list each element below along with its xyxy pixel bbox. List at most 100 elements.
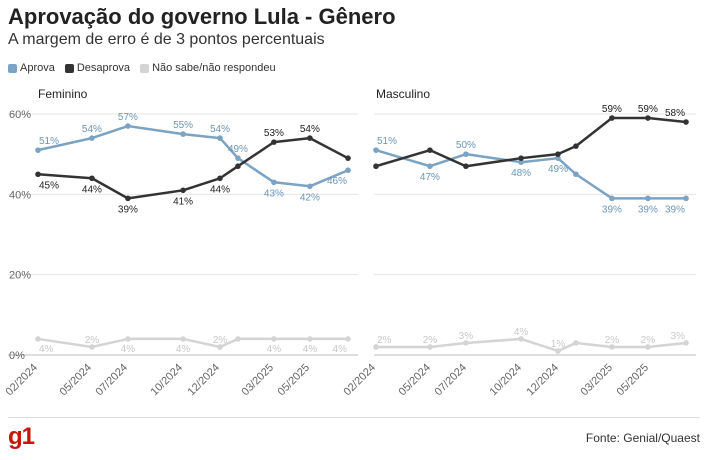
data-point-aprova xyxy=(373,147,379,153)
legend-swatch-aprova xyxy=(8,63,17,73)
data-label-nao-sabe: 2% xyxy=(213,335,228,346)
data-point-nao-sabe xyxy=(427,344,433,350)
x-tick-label: 10/2024 xyxy=(149,362,186,399)
data-point-nao-sabe xyxy=(180,336,186,342)
g1-logo: g1 xyxy=(8,423,35,450)
legend-item-desaprova: Desaprova xyxy=(64,62,130,74)
data-label-nao-sabe: 1% xyxy=(551,339,566,350)
data-label-aprova: 55% xyxy=(173,120,193,131)
data-point-aprova xyxy=(683,195,689,202)
data-label-nao-sabe: 4% xyxy=(514,327,529,338)
legend: Aprova Desaprova Não sabe/não respondeu xyxy=(8,62,276,74)
data-label-nao-sabe: 3% xyxy=(671,331,686,342)
data-point-desaprova xyxy=(373,163,379,170)
data-label-aprova: 54% xyxy=(82,124,102,135)
legend-swatch-nao-sabe xyxy=(140,63,150,73)
data-point-desaprova xyxy=(427,147,433,153)
series-line-desaprova-masculino xyxy=(375,116,687,168)
data-point-nao-sabe xyxy=(573,340,579,346)
data-point-nao-sabe xyxy=(518,336,524,342)
data-label-desaprova: 45% xyxy=(39,180,59,191)
data-label-aprova: 39% xyxy=(665,204,685,215)
data-point-nao-sabe xyxy=(307,336,313,342)
data-label-nao-sabe: 2% xyxy=(377,335,392,346)
data-label-desaprova: 59% xyxy=(638,104,658,115)
data-point-nao-sabe xyxy=(89,344,95,350)
x-tick-label: 05/2025 xyxy=(615,362,652,399)
data-point-nao-sabe xyxy=(609,344,615,350)
data-label-aprova: 48% xyxy=(511,168,531,179)
x-tick-label: 05/2025 xyxy=(276,362,313,399)
data-label-nao-sabe: 3% xyxy=(459,331,474,342)
data-point-aprova xyxy=(645,195,651,202)
data-label-desaprova: 44% xyxy=(82,184,102,195)
x-tick-label: 12/2024 xyxy=(186,362,223,399)
data-point-desaprova xyxy=(307,135,313,141)
data-point-nao-sabe xyxy=(555,348,561,354)
data-point-nao-sabe xyxy=(35,336,41,342)
data-point-desaprova xyxy=(35,171,41,178)
y-tick-label: 60% xyxy=(9,109,31,121)
x-tick-label: 12/2024 xyxy=(525,362,562,399)
legend-label-aprova: Aprova xyxy=(20,62,55,74)
data-point-desaprova xyxy=(609,115,615,121)
legend-item-nao-sabe: Não sabe/não respondeu xyxy=(140,62,276,74)
data-point-desaprova xyxy=(518,155,524,161)
data-point-desaprova xyxy=(645,115,651,121)
data-label-aprova: 49% xyxy=(228,144,248,155)
data-label-desaprova: 54% xyxy=(300,124,320,135)
data-point-desaprova xyxy=(555,151,561,157)
data-label-nao-sabe: 4% xyxy=(267,344,282,355)
data-point-aprova xyxy=(125,123,131,129)
data-label-desaprova: 53% xyxy=(264,128,284,139)
data-label-nao-sabe: 2% xyxy=(641,335,656,346)
source-note: Fonte: Genial/Quaest xyxy=(585,431,700,445)
data-point-aprova xyxy=(217,135,223,141)
data-label-aprova: 39% xyxy=(602,204,622,215)
data-label-nao-sabe: 4% xyxy=(121,344,136,355)
data-point-nao-sabe xyxy=(125,336,131,342)
data-point-aprova xyxy=(307,183,313,190)
x-tick-label: 02/2024 xyxy=(342,362,379,399)
data-point-desaprova xyxy=(573,143,579,149)
data-point-aprova xyxy=(89,135,95,141)
data-point-desaprova xyxy=(235,163,241,170)
data-point-desaprova xyxy=(345,155,351,161)
panel-title-masculino: Masculino xyxy=(376,87,430,101)
data-point-nao-sabe xyxy=(373,344,379,350)
chart-subtitle: A margem de erro é de 3 pontos percentua… xyxy=(8,31,325,48)
data-point-nao-sabe xyxy=(345,336,351,342)
legend-label-nao-sabe: Não sabe/não respondeu xyxy=(152,62,276,74)
data-label-desaprova: 58% xyxy=(665,108,685,119)
panel-title-feminino: Feminino xyxy=(38,87,88,101)
data-label-aprova: 57% xyxy=(118,112,138,123)
data-point-aprova xyxy=(345,167,351,174)
legend-item-aprova: Aprova xyxy=(8,62,55,74)
y-tick-label: 0% xyxy=(9,350,25,362)
data-label-desaprova: 41% xyxy=(173,196,193,207)
data-label-aprova: 42% xyxy=(300,192,320,203)
data-point-aprova xyxy=(271,179,277,186)
data-point-aprova xyxy=(555,155,561,161)
data-label-nao-sabe: 2% xyxy=(85,335,100,346)
footer-divider xyxy=(8,417,700,418)
x-tick-label: 05/2024 xyxy=(397,362,434,399)
data-label-nao-sabe: 2% xyxy=(605,335,620,346)
x-tick-label: 02/2024 xyxy=(4,362,41,399)
y-tick-label: 40% xyxy=(9,189,31,201)
data-point-desaprova xyxy=(180,187,186,194)
data-label-nao-sabe: 4% xyxy=(39,344,54,355)
x-tick-label: 05/2024 xyxy=(58,362,95,399)
data-label-aprova: 39% xyxy=(638,204,658,215)
data-label-aprova: 46% xyxy=(327,176,347,187)
data-point-aprova xyxy=(35,147,41,153)
data-point-desaprova xyxy=(683,119,689,125)
data-label-nao-sabe: 4% xyxy=(176,344,191,355)
x-tick-label: 07/2024 xyxy=(94,362,131,399)
data-point-nao-sabe xyxy=(271,336,277,342)
data-point-nao-sabe xyxy=(217,344,223,350)
data-point-nao-sabe xyxy=(463,340,469,346)
x-tick-label: 10/2024 xyxy=(488,362,525,399)
data-label-desaprova: 39% xyxy=(118,204,138,215)
data-label-aprova: 43% xyxy=(264,188,284,199)
